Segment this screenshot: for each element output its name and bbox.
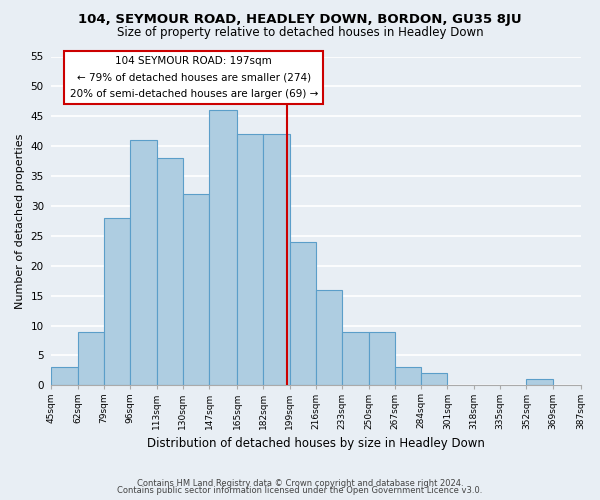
Bar bbox=[52, 368, 78, 386]
Bar bbox=[183, 194, 209, 386]
Bar bbox=[368, 332, 395, 386]
Bar bbox=[237, 134, 263, 386]
Text: Size of property relative to detached houses in Headley Down: Size of property relative to detached ho… bbox=[116, 26, 484, 39]
Bar bbox=[157, 158, 183, 386]
Y-axis label: Number of detached properties: Number of detached properties bbox=[15, 133, 25, 308]
Bar bbox=[290, 242, 316, 386]
Bar bbox=[263, 134, 290, 386]
Bar bbox=[395, 368, 421, 386]
Bar bbox=[78, 332, 104, 386]
Bar bbox=[104, 218, 130, 386]
Bar bbox=[421, 374, 448, 386]
Bar bbox=[209, 110, 237, 386]
Bar bbox=[342, 332, 368, 386]
Text: Contains public sector information licensed under the Open Government Licence v3: Contains public sector information licen… bbox=[118, 486, 482, 495]
Text: 104, SEYMOUR ROAD, HEADLEY DOWN, BORDON, GU35 8JU: 104, SEYMOUR ROAD, HEADLEY DOWN, BORDON,… bbox=[78, 12, 522, 26]
X-axis label: Distribution of detached houses by size in Headley Down: Distribution of detached houses by size … bbox=[147, 437, 485, 450]
Bar bbox=[130, 140, 157, 386]
Bar bbox=[316, 290, 342, 386]
Bar bbox=[526, 380, 553, 386]
Text: 104 SEYMOUR ROAD: 197sqm
← 79% of detached houses are smaller (274)
20% of semi-: 104 SEYMOUR ROAD: 197sqm ← 79% of detach… bbox=[70, 56, 318, 99]
Text: Contains HM Land Registry data © Crown copyright and database right 2024.: Contains HM Land Registry data © Crown c… bbox=[137, 478, 463, 488]
